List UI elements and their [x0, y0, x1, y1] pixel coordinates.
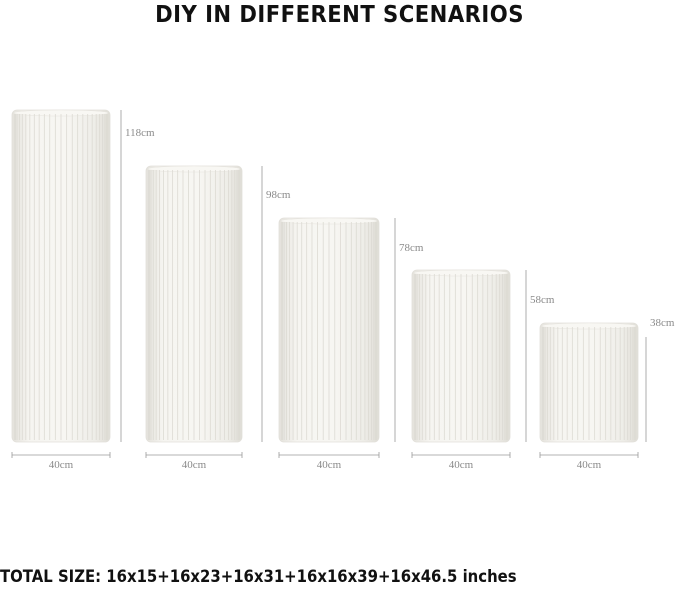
- width-label: 40cm: [182, 459, 207, 471]
- width-label: 40cm: [577, 459, 602, 471]
- total-size-caption: TOTAL SIZE: 16x15+16x23+16x31+16x16x39+1…: [0, 567, 517, 587]
- width-label: 40cm: [317, 459, 342, 471]
- pedestal-3: 78cm 40cm: [278, 217, 424, 471]
- pedestal-4: 58cm 40cm: [411, 269, 555, 471]
- height-label: 58cm: [530, 294, 555, 306]
- height-label: 98cm: [266, 189, 291, 201]
- height-label: 78cm: [399, 242, 424, 254]
- height-label: 118cm: [125, 127, 155, 139]
- pedestal-2: 98cm 40cm: [145, 165, 291, 471]
- height-label: 38cm: [650, 317, 675, 329]
- width-label: 40cm: [49, 459, 74, 471]
- pedestal-1: 118cm 40cm: [11, 109, 155, 471]
- page-title: DIY IN DIFFERENT SCENARIOS: [155, 2, 524, 28]
- width-label: 40cm: [449, 459, 474, 471]
- pedestal-5: 38cm 40cm: [539, 317, 675, 471]
